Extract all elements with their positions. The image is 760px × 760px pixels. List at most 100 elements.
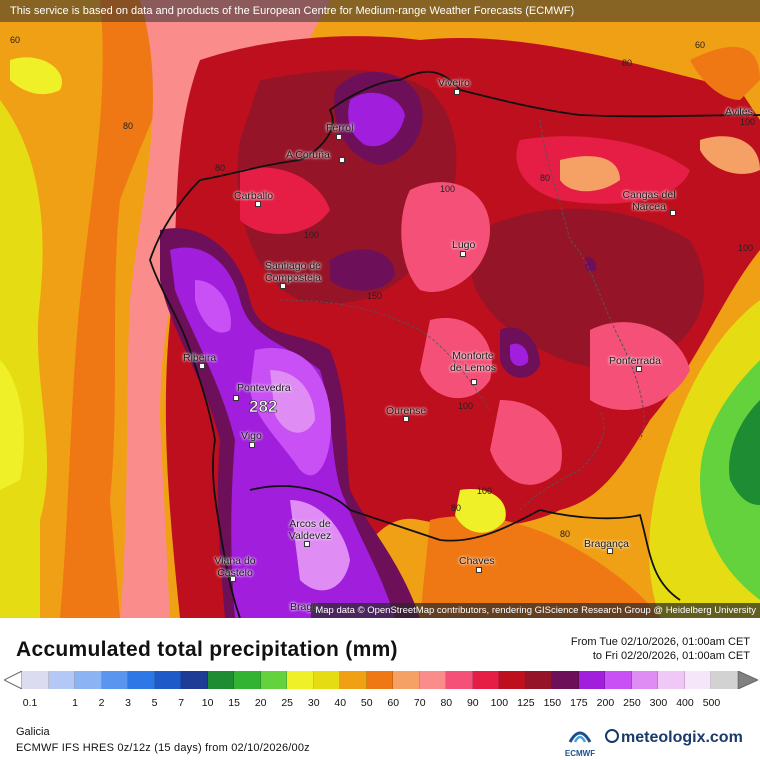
max-value-label: 282 xyxy=(249,397,278,417)
contour-label: 100 xyxy=(740,117,756,127)
legend-arrows xyxy=(4,671,758,689)
contour-label: 60 xyxy=(695,40,706,50)
legend-tick: 20 xyxy=(254,697,267,709)
city-marker xyxy=(339,157,345,163)
city-marker xyxy=(403,416,409,422)
legend-swatch xyxy=(22,671,49,689)
legend-tick: 5 xyxy=(151,697,158,709)
city-label: Arcos de Valdevez xyxy=(288,518,332,542)
legend-swatch xyxy=(552,671,579,689)
contour-label: 100 xyxy=(458,401,474,411)
precipitation-map[interactable]: This service is based on data and produc… xyxy=(0,0,760,618)
city-label: Chaves xyxy=(459,555,495,567)
city-marker xyxy=(460,251,466,257)
city-label: Viana do Castelo xyxy=(214,555,256,579)
ecmwf-logo[interactable]: ECMWF xyxy=(563,726,597,758)
legend-swatch xyxy=(446,671,473,689)
date-to: to Fri 02/20/2026, 01:00am CET xyxy=(592,650,750,662)
city-marker xyxy=(607,548,613,554)
city-label: Bragança xyxy=(584,538,629,550)
legend-tick: 150 xyxy=(543,697,562,709)
contour-label: 60 xyxy=(10,35,21,45)
city-label: Ribeira xyxy=(183,352,217,364)
city-marker xyxy=(670,210,676,216)
meteologix-logo[interactable]: meteologix.com xyxy=(605,729,743,747)
legend-tick: 300 xyxy=(649,697,668,709)
legend-swatch xyxy=(525,671,553,689)
city-marker xyxy=(233,395,239,401)
chart-title: Accumulated total precipitation (mm) xyxy=(16,638,398,661)
legend-swatch xyxy=(313,671,341,689)
precipitation-field xyxy=(0,0,760,618)
city-marker xyxy=(454,89,460,95)
date-from: From Tue 02/10/2026, 01:00am CET xyxy=(570,636,750,648)
legend-swatch xyxy=(578,671,606,689)
legend-swatch xyxy=(684,671,712,689)
legend-swatch xyxy=(711,671,738,689)
city-label: Viveiro xyxy=(438,77,470,89)
city-label: Pontevedra xyxy=(237,382,291,394)
city-label: Braga xyxy=(290,601,319,613)
legend-swatch xyxy=(658,671,685,689)
city-label: Santiago de Compostela xyxy=(264,260,322,284)
legend-tick: 70 xyxy=(413,697,426,709)
legend-tick: 200 xyxy=(596,697,615,709)
ecmwf-logo-icon xyxy=(568,731,592,743)
legend-tick: 40 xyxy=(334,697,347,709)
city-label: Ourense xyxy=(386,405,427,417)
legend-tick: 60 xyxy=(387,697,400,709)
legend-swatch xyxy=(48,671,76,689)
legend-swatch xyxy=(393,671,420,689)
forecast-period: From Tue 02/10/2026, 01:00am CET to Fri … xyxy=(571,635,750,663)
city-marker xyxy=(255,201,261,207)
color-legend xyxy=(4,671,758,689)
city-marker xyxy=(471,379,477,385)
legend-tick: 50 xyxy=(360,697,373,709)
legend-tick: 2 xyxy=(98,697,105,709)
legend-swatch xyxy=(340,671,367,689)
legend-tick: 90 xyxy=(466,697,479,709)
contour-label: 80 xyxy=(215,163,226,173)
legend-tick: 80 xyxy=(440,697,453,709)
contour-label: 100 xyxy=(738,243,754,253)
city-label: Monforte de Lemos xyxy=(449,350,497,374)
city-marker xyxy=(304,541,310,547)
map-attribution: Map data © OpenStreetMap contributors, r… xyxy=(311,603,760,618)
city-marker xyxy=(336,134,342,140)
city-marker xyxy=(280,283,286,289)
ecmwf-banner: This service is based on data and produc… xyxy=(0,0,760,22)
legend-swatch xyxy=(75,671,102,689)
legend-tick: 400 xyxy=(676,697,694,709)
legend-tick: 7 xyxy=(178,697,185,709)
legend-swatch xyxy=(419,671,447,689)
legend-swatch xyxy=(631,671,659,689)
contour-label: 80 xyxy=(451,503,462,513)
legend-swatch xyxy=(234,671,261,689)
city-label: Cangas del Narcea xyxy=(622,189,676,213)
legend-tick: 10 xyxy=(201,697,214,709)
legend-tick: 30 xyxy=(307,697,320,709)
legend-tick: 250 xyxy=(623,697,641,709)
city-marker xyxy=(636,366,642,372)
legend-swatch xyxy=(472,671,500,689)
contour-label: 100 xyxy=(440,184,456,194)
legend-swatch xyxy=(128,671,155,689)
legend-swatch xyxy=(260,671,288,689)
meteologix-globe-icon xyxy=(605,729,619,743)
legend-tick: 25 xyxy=(281,697,294,709)
city-marker xyxy=(199,363,205,369)
city-marker xyxy=(476,567,482,573)
legend-tick: 3 xyxy=(125,697,131,709)
legend-tick: 175 xyxy=(570,697,588,709)
legend-tick: 15 xyxy=(228,697,240,709)
contour-label: 150 xyxy=(367,291,383,301)
city-label: Ponferrada xyxy=(609,355,661,367)
contour-label: 80 xyxy=(560,529,571,539)
legend-tick: 0.1 xyxy=(22,697,38,709)
legend-swatch xyxy=(207,671,235,689)
contour-label: 80 xyxy=(540,173,551,183)
contour-label: 100 xyxy=(477,486,493,496)
city-label: Vigo xyxy=(241,430,262,442)
legend-swatch xyxy=(605,671,632,689)
legend-swatch xyxy=(366,671,394,689)
